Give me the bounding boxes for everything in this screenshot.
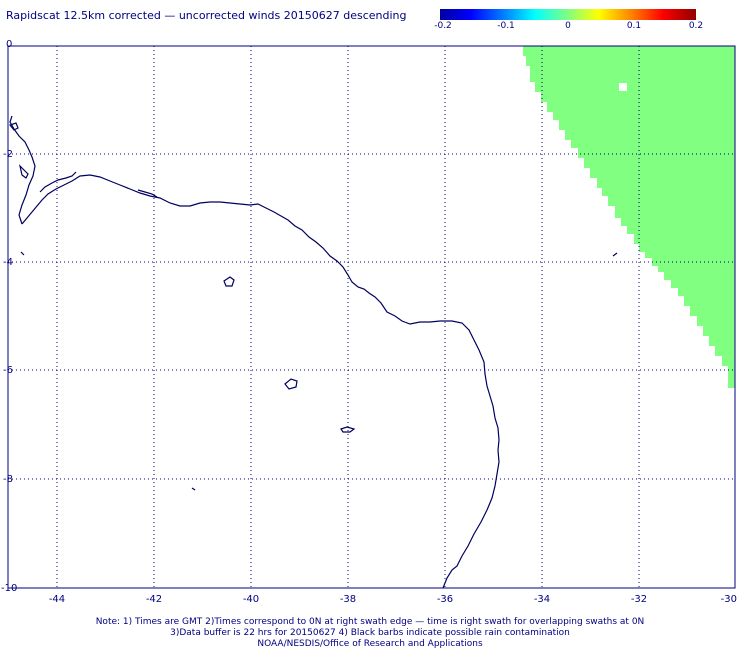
y-tick-label: 0 [6, 39, 12, 50]
wind-swath [523, 46, 735, 388]
colorbar-tick: 0.2 [688, 21, 704, 31]
footnote-credit: NOAA/NESDIS/Office of Research and Appli… [257, 639, 483, 649]
colorbar-tick: -0.1 [497, 21, 515, 31]
x-tick-label: -38 [340, 594, 356, 605]
x-tick-label: -36 [437, 594, 453, 605]
y-tick-label: -6 [3, 365, 13, 376]
y-tick-label: -2 [3, 149, 13, 160]
colorbar-tick: 0 [565, 21, 571, 31]
footnote-line-1: Note: 1) Times are GMT 2)Times correspon… [95, 617, 645, 627]
x-tick-label: -42 [146, 594, 162, 605]
x-tick-label: -32 [631, 594, 647, 605]
colorbar [440, 9, 696, 20]
map-frame [7, 45, 736, 589]
map-title: Rapidscat 12.5km corrected — uncorrected… [6, 9, 407, 22]
x-tick-label: -30 [721, 594, 737, 605]
colorbar-tick: 0.1 [626, 21, 642, 31]
swath-gap [619, 83, 627, 91]
x-tick-label: -40 [243, 594, 259, 605]
y-tick-label: -8 [3, 474, 13, 485]
x-tick-label: -44 [49, 594, 65, 605]
footnote-line-2: 3)Data buffer is 22 hrs for 20150627 4) … [170, 628, 570, 638]
colorbar-tick: -0.2 [434, 21, 452, 31]
coastline [8, 115, 618, 589]
y-tick-label: -4 [3, 257, 13, 268]
x-tick-label: -34 [534, 594, 550, 605]
y-tick-label: -10 [1, 583, 17, 594]
